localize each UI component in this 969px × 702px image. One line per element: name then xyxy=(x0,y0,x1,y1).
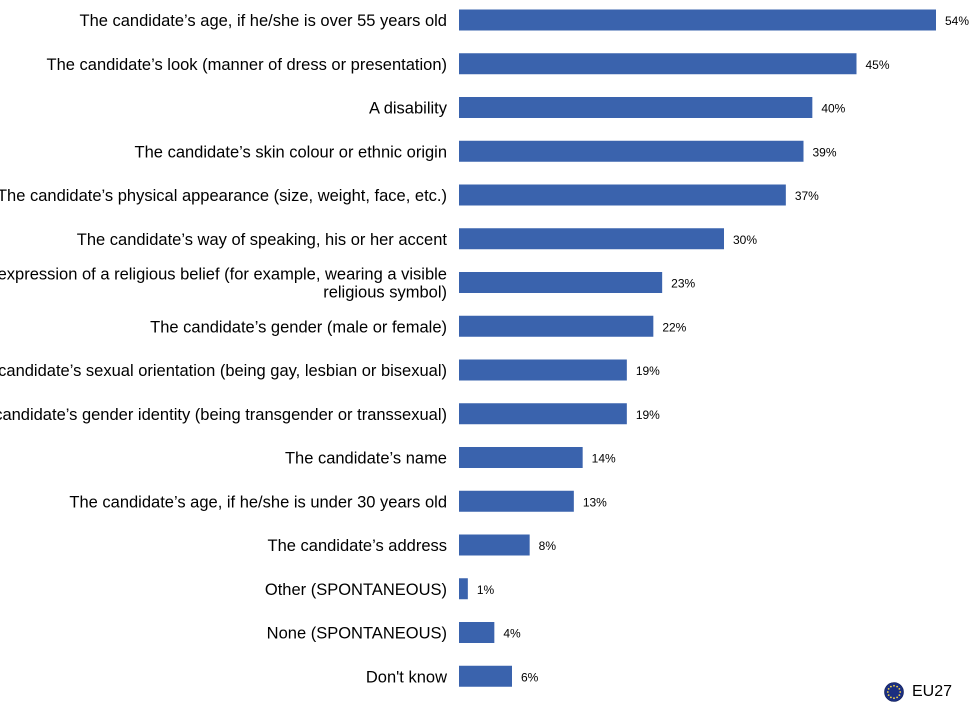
value-label: 37% xyxy=(795,189,819,203)
bar xyxy=(459,140,804,162)
bar xyxy=(459,447,583,468)
category-label: The candidate’s way of speaking, his or … xyxy=(77,231,448,249)
value-label: 6% xyxy=(521,670,539,684)
bar xyxy=(459,403,627,425)
category-label: The candidate’s gender identity (being t… xyxy=(0,406,447,424)
eu-flag-icon xyxy=(884,682,904,702)
value-label: 4% xyxy=(503,627,521,641)
category-label: The candidate’s age, if he/she is over 5… xyxy=(79,12,447,30)
category-label: The candidate’s name xyxy=(285,450,447,468)
bar xyxy=(459,359,627,381)
bar xyxy=(459,272,663,293)
value-label: 39% xyxy=(813,145,837,159)
category-label: Other (SPONTANEOUS) xyxy=(265,581,447,599)
value-label: 19% xyxy=(636,408,660,422)
value-label: 30% xyxy=(733,233,757,247)
bar xyxy=(459,578,468,600)
value-label: 19% xyxy=(636,364,660,378)
bar xyxy=(459,184,786,206)
value-label: 22% xyxy=(662,320,686,334)
category-label: The candidate’s address xyxy=(268,537,447,555)
category-label: The candidate’s look (manner of dress or… xyxy=(47,56,448,74)
legend: EU27 xyxy=(884,682,952,702)
value-label: 45% xyxy=(866,58,890,72)
bar xyxy=(459,315,654,337)
value-label: 8% xyxy=(539,539,557,553)
legend-label: EU27 xyxy=(912,683,953,700)
bar xyxy=(459,228,724,250)
value-label: 40% xyxy=(821,102,845,116)
bar xyxy=(459,665,512,687)
bar xyxy=(459,97,813,118)
bar xyxy=(459,534,530,556)
category-label: The candidate’s skin colour or ethnic or… xyxy=(135,143,447,161)
category-label: A disability xyxy=(369,100,448,118)
bar xyxy=(459,490,574,512)
bar xyxy=(459,9,936,31)
category-label: The candidate’s age, if he/she is under … xyxy=(69,493,447,511)
category-label: None (SPONTANEOUS) xyxy=(267,625,447,643)
category-label: The candidate’s physical appearance (siz… xyxy=(0,187,447,205)
category-label: The expression of a religious belief (fo… xyxy=(0,266,447,302)
category-label: The candidate’s gender (male or female) xyxy=(150,318,447,336)
category-label: Don't know xyxy=(366,668,447,686)
bar xyxy=(459,622,495,643)
value-label: 54% xyxy=(945,14,969,28)
value-label: 1% xyxy=(477,583,495,597)
category-label: The candidate’s sexual orientation (bein… xyxy=(0,362,447,380)
value-label: 23% xyxy=(671,277,695,291)
bar xyxy=(459,53,857,75)
value-label: 14% xyxy=(592,452,616,466)
value-label: 13% xyxy=(583,495,607,509)
